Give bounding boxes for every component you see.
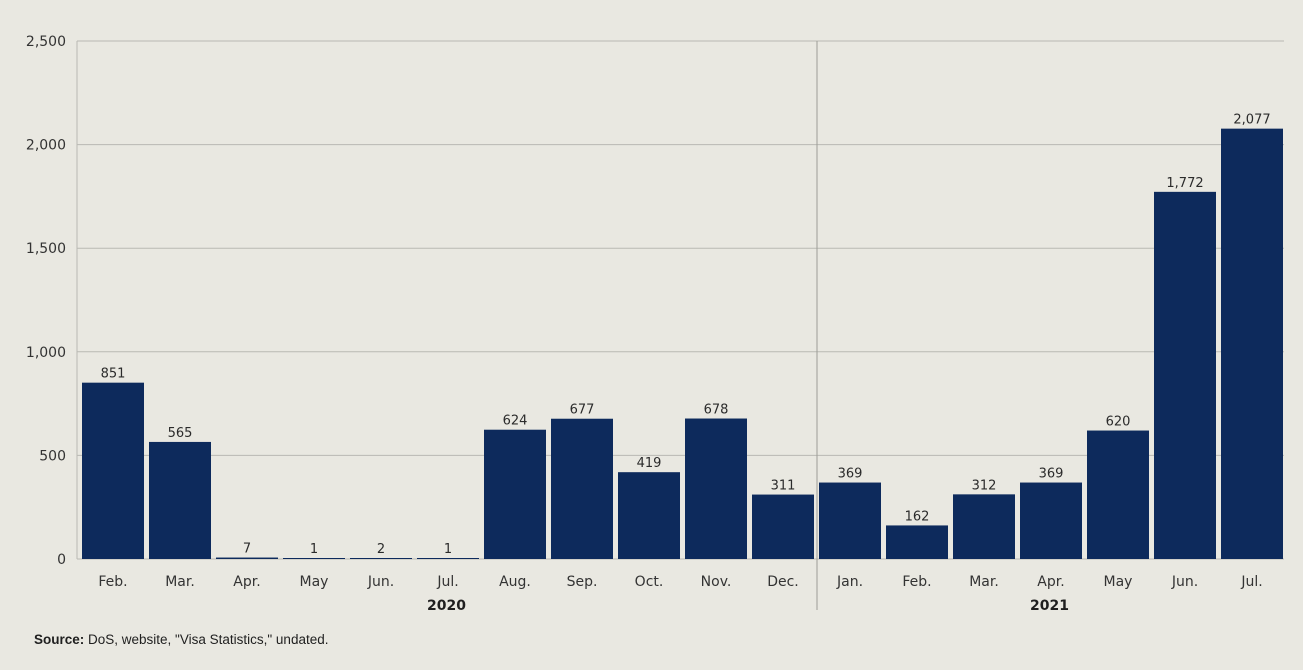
bar [752,494,814,559]
x-tick-label: Jul. [436,574,458,590]
x-tick-label: Sep. [567,574,598,590]
x-tick-label: Apr. [233,574,260,590]
data-label: 677 [570,403,595,418]
x-tick-label: Jan. [836,574,863,590]
bars [82,128,1283,559]
data-label: 2 [377,542,385,557]
x-tick-label: Dec. [767,574,799,590]
x-tick-label: Apr. [1037,574,1064,590]
y-tick-label: 1,000 [26,345,66,361]
bar-chart: 0 500 1,000 1,500 2,000 2,500 851 565 7 1 2 1 624 67… [26,34,1284,614]
bar [1221,128,1283,559]
bar [618,472,680,559]
x-tick-label: Jun. [1171,574,1198,590]
data-label: 2,077 [1233,113,1270,128]
bar [1154,191,1216,559]
y-tick-label: 2,000 [26,138,66,154]
y-tick-label: 1,500 [26,241,66,257]
bar [484,429,546,559]
source-label: Source: [34,632,85,647]
x-axis-ticks: Feb. Mar. Apr. May Jun. Jul. Aug. Sep. Oct. Nov. D… [98,574,1262,590]
data-label: 162 [905,509,930,524]
data-label: 312 [972,478,997,493]
data-label: 620 [1106,415,1131,430]
source-text: DoS, website, "Visa Statistics," undated… [84,632,329,647]
x-tick-label: Jun. [367,574,394,590]
bar [1087,430,1149,559]
source-note: Source: DoS, website, "Visa Statistics,"… [34,632,328,647]
y-axis-ticks: 0 500 1,000 1,500 2,000 2,500 [26,34,66,568]
data-label: 678 [704,403,729,418]
bar [82,382,144,559]
bar [350,558,412,559]
data-label: 7 [243,542,251,557]
data-labels: 851 565 7 1 2 1 624 677 419 678 311 369 162 312 369 620… [101,113,1271,557]
bar [1020,482,1082,559]
x-tick-label: May [300,574,329,590]
data-label: 565 [168,426,193,441]
bar [283,558,345,559]
x-tick-label: Feb. [902,574,931,590]
gridlines [76,40,1284,560]
x-tick-label: Jul. [1240,574,1262,590]
bar [551,418,613,559]
bar [216,557,278,559]
data-label: 369 [1039,467,1064,482]
x-tick-label: May [1104,574,1133,590]
data-label: 1 [444,542,452,557]
bar [149,441,211,559]
bar [886,525,948,559]
y-tick-label: 500 [39,448,66,464]
data-label: 419 [637,456,662,471]
data-label: 1 [310,542,318,557]
x-tick-label: Mar. [165,574,195,590]
data-label: 311 [771,479,796,494]
year-group-label: 2020 [427,598,466,614]
x-tick-label: Mar. [969,574,999,590]
y-tick-label: 0 [57,552,66,568]
bar [417,558,479,559]
bar [953,494,1015,559]
x-tick-label: Nov. [701,574,732,590]
bar [685,418,747,559]
x-tick-label: Oct. [635,574,664,590]
year-group-label: 2021 [1030,598,1069,614]
x-tick-label: Feb. [98,574,127,590]
data-label: 624 [503,414,528,429]
bar [819,482,881,559]
year-groups: 2020 2021 [427,41,1069,614]
x-tick-label: Aug. [499,574,531,590]
y-tick-label: 2,500 [26,34,66,50]
data-label: 1,772 [1166,176,1203,191]
data-label: 369 [838,467,863,482]
data-label: 851 [101,367,126,382]
